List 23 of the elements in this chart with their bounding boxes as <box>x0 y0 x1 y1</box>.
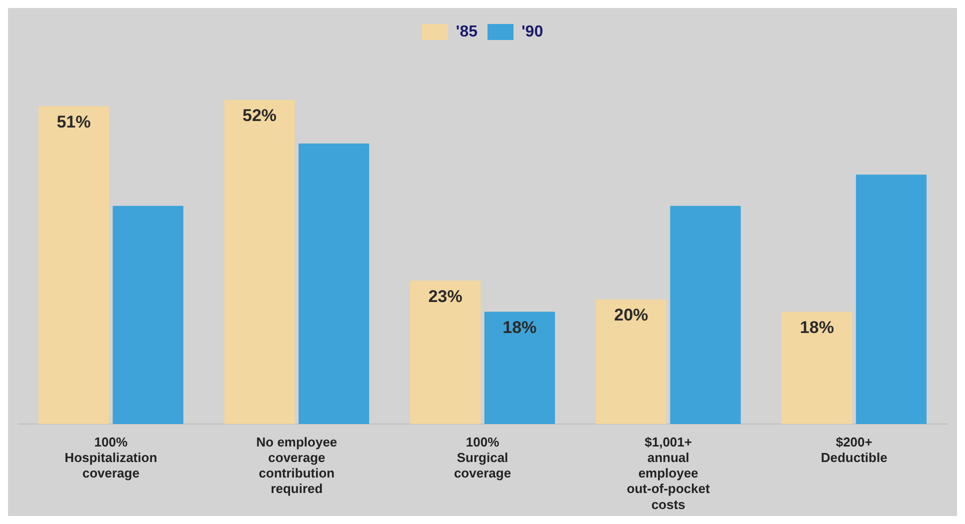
x-tick-label: $1,001+ annual employee out-of-pocket costs <box>626 434 710 512</box>
bar <box>410 280 481 424</box>
bar <box>856 174 927 424</box>
legend-label: '85 <box>456 23 478 40</box>
x-tick-label: 100% Surgical coverage <box>454 434 512 481</box>
bar <box>38 106 110 424</box>
bar <box>782 312 852 424</box>
x-tick-label: No employee coverage contribution required <box>256 434 338 496</box>
data-label: 18% <box>502 318 537 337</box>
data-label: 18% <box>800 318 834 337</box>
x-tick-label: 100% Hospitalization coverage <box>64 434 158 481</box>
x-tick-label: $200+ Deductible <box>820 434 888 465</box>
bar <box>596 299 666 424</box>
data-label: 20% <box>614 306 648 325</box>
bar <box>484 312 555 424</box>
legend-label: '90 <box>522 23 544 40</box>
data-label: 51% <box>56 112 91 132</box>
bar <box>670 206 741 424</box>
data-label: 23% <box>428 286 462 306</box>
bar <box>298 144 370 424</box>
bar <box>224 100 295 424</box>
data-label: 52% <box>242 106 277 126</box>
bar <box>112 206 184 424</box>
